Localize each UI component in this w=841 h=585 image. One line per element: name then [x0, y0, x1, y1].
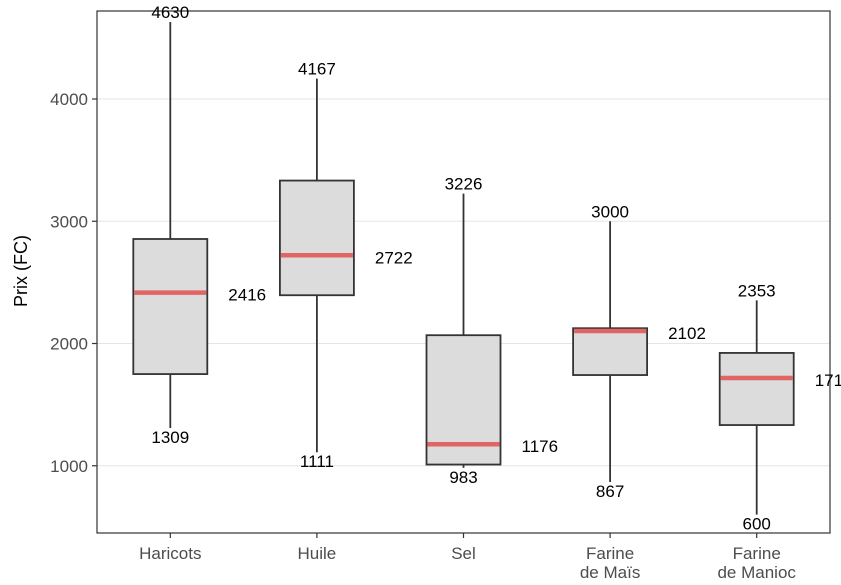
x-tick-label: Haricots	[139, 544, 201, 563]
boxes	[132, 22, 795, 515]
min-label: 983	[449, 468, 477, 487]
max-label: 3000	[591, 202, 629, 221]
y-tick-label: 4000	[50, 90, 88, 109]
x-tick-label: Sel	[451, 544, 476, 563]
median-label: 2416	[228, 286, 266, 305]
median-label: 2102	[668, 324, 706, 343]
box-iqr	[718, 352, 795, 426]
x-tick-label: Huile	[298, 544, 337, 563]
x-tick-label: de Maïs	[580, 563, 640, 582]
min-label: 1309	[151, 428, 189, 447]
min-label: 867	[596, 482, 624, 501]
max-label: 4167	[298, 60, 336, 79]
max-label: 2353	[738, 281, 776, 300]
max-label: 3226	[445, 175, 483, 194]
y-axis-ticks: 1000 2000 3000 4000	[50, 90, 97, 476]
y-axis-title: Prix (FC)	[11, 235, 31, 307]
data-labels: 4630 1309 2416 4167 1111 2722 3226 983 1176 3000 8…	[151, 3, 841, 534]
y-tick-label: 3000	[50, 212, 88, 231]
box-iqr	[278, 179, 355, 297]
box-iqr	[572, 327, 648, 376]
min-label: 600	[743, 515, 771, 534]
box-iqr	[132, 238, 209, 375]
median-label: 1176	[522, 437, 559, 456]
median-label: 2722	[375, 248, 413, 267]
median-label: 1718	[815, 371, 841, 390]
y-tick-label: 2000	[50, 335, 88, 354]
max-label: 4630	[151, 3, 189, 22]
y-tick-label: 1000	[50, 457, 88, 476]
x-tick-label: Farine	[733, 544, 781, 563]
min-label: 1111	[300, 452, 334, 471]
x-tick-label: de Manioc	[717, 563, 796, 582]
x-tick-label: Farine	[586, 544, 634, 563]
